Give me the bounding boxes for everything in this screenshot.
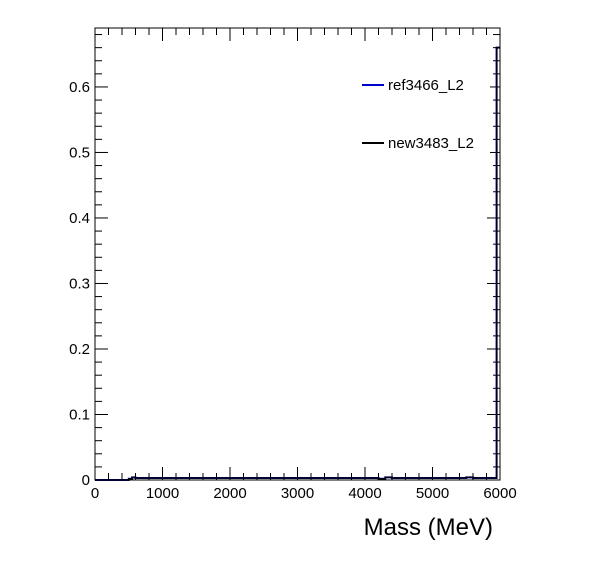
legend-label-ref3466: ref3466_L2: [388, 77, 464, 94]
y-tick-label: 0.2: [69, 341, 90, 358]
tick-labels: 0 1000 2000 3000 4000 5000 6000 0 0.1 0.2 0.3 0.4 0.…: [69, 79, 517, 502]
legend-label-new3483: new3483_L2: [388, 135, 474, 152]
y-tick-label: 0.4: [69, 210, 90, 227]
x-tick-label: 0: [91, 485, 99, 502]
x-tick-label: 6000: [483, 485, 516, 502]
y-tick-label: 0.1: [69, 406, 90, 423]
x-tick-label: 4000: [348, 485, 381, 502]
x-axis-title: Mass (MeV): [364, 514, 493, 541]
x-tick-label: 3000: [281, 485, 314, 502]
x-tick-label: 2000: [213, 485, 246, 502]
y-tick-label: 0.6: [69, 79, 90, 96]
y-tick-label: 0: [82, 472, 90, 489]
series-layer: [95, 46, 500, 481]
y-tick-label: 0.5: [69, 144, 90, 161]
x-tick-label: 5000: [416, 485, 449, 502]
y-tick-label: 0.3: [69, 275, 90, 292]
legend-box: [358, 60, 490, 168]
series-line-new3483-l2: [95, 46, 500, 481]
x-tick-label: 1000: [146, 485, 179, 502]
legend: ref3466_L2 new3483_L2: [358, 60, 490, 168]
plot-frame: [94, 27, 501, 481]
